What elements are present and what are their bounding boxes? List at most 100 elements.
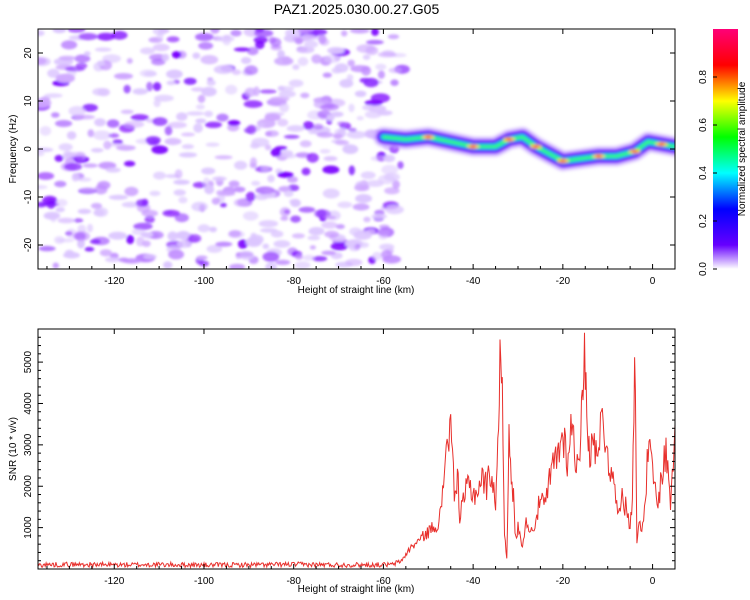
- noise-blob: [240, 57, 252, 64]
- noise-blob: [108, 194, 129, 200]
- noise-blob: [55, 73, 75, 84]
- noise-blob: [322, 72, 332, 78]
- noise-blob: [279, 102, 290, 113]
- snr-panel: -120 -100 -80 -60 -40 -20 0 1000 2000 3000 4000 500…: [8, 328, 676, 595]
- noise-blob: [275, 259, 291, 265]
- noise-blob: [311, 54, 322, 64]
- noise-blob: [173, 189, 186, 196]
- noise-blob: [301, 167, 311, 176]
- noise-blob: [320, 103, 339, 111]
- noise-blob: [92, 130, 111, 141]
- noise-blob: [139, 69, 157, 78]
- noise-blob: [316, 132, 334, 138]
- noise-blob: [96, 32, 115, 41]
- noise-blob: [166, 36, 180, 43]
- noise-blob: [265, 262, 277, 269]
- noise-blob: [56, 238, 75, 243]
- noise-blob: [362, 54, 371, 60]
- noise-blob: [197, 224, 211, 233]
- noise-blob: [280, 216, 289, 221]
- noise-blob: [283, 134, 300, 139]
- snr-xtick-label: -20: [556, 576, 571, 587]
- noise-blob: [355, 194, 373, 203]
- noise-blob: [308, 227, 325, 236]
- noise-blob: [286, 125, 305, 132]
- noise-blob: [181, 144, 194, 150]
- noise-blob: [151, 145, 168, 154]
- noise-blob: [392, 180, 400, 189]
- noise-blob: [353, 230, 372, 240]
- noise-blob: [348, 165, 355, 176]
- noise-blob: [264, 113, 281, 121]
- noise-blob: [201, 86, 217, 97]
- noise-blob: [90, 148, 104, 153]
- noise-blob: [360, 171, 376, 180]
- noise-blob: [381, 164, 399, 175]
- noise-blob: [244, 87, 256, 98]
- noise-blob: [191, 201, 208, 212]
- colorbar-tick-label: 0.4: [698, 166, 709, 180]
- noise-blob: [216, 113, 229, 122]
- snr-xlabel: Height of straight line (km): [298, 584, 415, 595]
- noise-blob: [246, 124, 257, 135]
- noise-blob: [67, 29, 86, 33]
- noise-blob: [166, 80, 176, 86]
- noise-blob: [153, 171, 166, 180]
- noise-blob: [77, 238, 85, 249]
- signal-hotspot-core: [658, 142, 665, 146]
- snr-ticks: -120 -100 -80 -60 -40 -20 0 1000 2000 3000 4000 500…: [23, 328, 676, 587]
- noise-blob: [141, 209, 159, 217]
- noise-blob: [181, 132, 195, 137]
- noise-blob: [38, 172, 55, 180]
- noise-blob: [82, 103, 98, 112]
- noise-blob: [277, 85, 285, 92]
- signal-hotspot-core: [631, 150, 638, 153]
- noise-blob: [167, 231, 178, 241]
- noise-blob: [312, 123, 324, 130]
- noise-blob: [188, 234, 202, 243]
- noise-blob: [204, 185, 215, 195]
- noise-blob: [265, 130, 279, 137]
- noise-blob: [197, 94, 206, 103]
- noise-blob: [47, 68, 60, 78]
- noise-blob: [231, 69, 241, 75]
- noise-blob: [376, 229, 390, 236]
- colorbar: 0.0 0.2 0.4 0.6 0.8 Normalized spectral ampl…: [698, 29, 748, 276]
- noise-blob: [144, 215, 155, 224]
- noise-blob: [246, 47, 259, 56]
- noise-blob: [116, 145, 136, 151]
- spectrogram-xlabel: Height of straight line (km): [298, 285, 415, 296]
- noise-blob: [176, 230, 191, 240]
- noise-blob: [82, 163, 98, 168]
- noise-blob: [222, 37, 231, 46]
- noise-blob: [341, 30, 348, 37]
- noise-blob: [108, 231, 127, 240]
- noise-blob: [278, 90, 296, 98]
- noise-blob: [279, 207, 291, 217]
- signal-track: [373, 127, 675, 171]
- noise-blob: [213, 65, 234, 74]
- noise-blob: [294, 38, 303, 45]
- noise-blob: [381, 249, 393, 260]
- noise-blob: [397, 161, 404, 170]
- noise-blob: [297, 29, 314, 34]
- noise-blob: [251, 180, 261, 186]
- noise-blob: [71, 172, 80, 182]
- spectrogram-ytick-label: -10: [23, 189, 34, 204]
- noise-blob: [348, 127, 357, 132]
- noise-blob: [262, 251, 280, 262]
- noise-blob: [290, 215, 301, 223]
- noise-blob: [258, 220, 279, 228]
- noise-blob: [77, 177, 92, 182]
- noise-blob: [163, 261, 173, 269]
- noise-blob: [124, 120, 145, 128]
- noise-blob: [94, 118, 106, 127]
- noise-blob: [55, 199, 68, 207]
- noise-blob: [126, 58, 133, 64]
- noise-blob: [330, 242, 349, 251]
- noise-blob: [177, 240, 191, 248]
- noise-blob: [220, 202, 227, 208]
